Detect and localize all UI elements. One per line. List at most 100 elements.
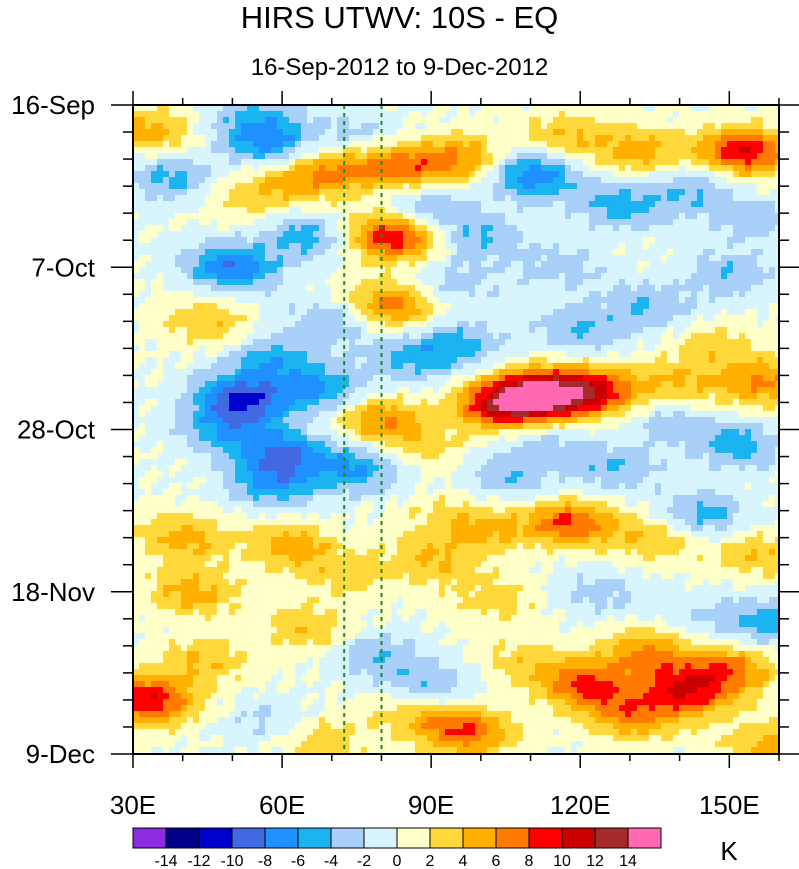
heatmap-cell xyxy=(319,237,326,244)
heatmap-cell xyxy=(679,135,686,142)
heatmap-cell xyxy=(391,339,398,346)
heatmap-cell xyxy=(643,213,650,220)
heatmap-cell xyxy=(559,285,566,292)
heatmap-cell xyxy=(223,153,230,160)
heatmap-cell xyxy=(421,189,428,196)
heatmap-cell xyxy=(649,171,656,178)
heatmap-cell xyxy=(145,171,152,178)
heatmap-cell xyxy=(253,225,260,232)
heatmap-cell xyxy=(733,195,740,202)
heatmap-cell xyxy=(739,363,746,370)
heatmap-cell xyxy=(151,249,158,256)
heatmap-cell xyxy=(403,141,410,148)
heatmap-cell xyxy=(535,201,542,208)
heatmap-cell xyxy=(673,351,680,358)
heatmap-cell xyxy=(775,255,779,262)
heatmap-cell xyxy=(493,261,500,268)
heatmap-cell xyxy=(637,363,644,370)
heatmap-cell xyxy=(559,195,566,202)
heatmap-cell xyxy=(751,105,758,112)
heatmap-cell xyxy=(541,111,548,118)
heatmap-cell xyxy=(211,207,218,214)
heatmap-cell xyxy=(541,375,548,382)
heatmap-cell xyxy=(193,309,200,316)
heatmap-cell xyxy=(373,105,380,112)
heatmap-cell xyxy=(421,303,428,310)
heatmap-cell xyxy=(409,117,416,124)
heatmap-cell xyxy=(541,249,548,256)
heatmap-cell xyxy=(703,315,710,322)
heatmap-cell xyxy=(661,201,668,208)
heatmap-cell xyxy=(475,165,482,172)
heatmap-cell xyxy=(649,201,656,208)
heatmap-cell xyxy=(211,357,218,364)
heatmap-cell xyxy=(547,129,554,136)
heatmap-cell xyxy=(415,129,422,136)
heatmap-cell xyxy=(721,345,728,352)
heatmap-cell xyxy=(625,183,632,190)
heatmap-cell xyxy=(139,177,146,184)
heatmap-cell xyxy=(397,279,404,286)
heatmap-cell xyxy=(343,105,350,112)
heatmap-cell xyxy=(601,189,608,196)
heatmap-cell xyxy=(523,177,530,184)
heatmap-cell xyxy=(511,183,518,190)
heatmap-cell xyxy=(655,249,662,256)
heatmap-cell xyxy=(307,201,314,208)
heatmap-cell xyxy=(613,123,620,130)
heatmap-cell xyxy=(745,123,752,130)
heatmap-cell xyxy=(721,297,728,304)
heatmap-cell xyxy=(289,147,296,154)
heatmap-cell xyxy=(181,171,188,178)
heatmap-cell xyxy=(451,345,458,352)
heatmap-cell xyxy=(547,111,554,118)
heatmap-cell xyxy=(535,147,542,154)
heatmap-cell xyxy=(193,213,200,220)
heatmap-cell xyxy=(241,285,248,292)
heatmap-cell xyxy=(211,303,218,310)
heatmap-cell xyxy=(307,339,314,346)
heatmap-cell xyxy=(235,147,242,154)
heatmap-cell xyxy=(289,201,296,208)
heatmap-cell xyxy=(373,345,380,352)
heatmap-cell xyxy=(517,363,524,370)
heatmap-cell xyxy=(745,267,752,274)
heatmap-cell xyxy=(253,189,260,196)
heatmap-cell xyxy=(451,249,458,256)
heatmap-cell xyxy=(697,195,704,202)
heatmap-cell xyxy=(277,141,284,148)
heatmap-cell xyxy=(475,105,482,112)
heatmap-cell xyxy=(625,111,632,118)
heatmap-cell xyxy=(361,219,368,226)
heatmap-cell xyxy=(151,267,158,274)
heatmap-cell xyxy=(679,141,686,148)
heatmap-cell xyxy=(331,243,338,250)
heatmap-cell xyxy=(505,123,512,130)
heatmap-cell xyxy=(655,159,662,166)
heatmap-cell xyxy=(247,207,254,214)
heatmap-cell xyxy=(631,279,638,286)
heatmap-cell xyxy=(553,219,560,226)
heatmap-cell xyxy=(589,297,596,304)
heatmap-cell xyxy=(247,369,254,376)
heatmap-cell xyxy=(343,309,350,316)
heatmap-cell xyxy=(343,315,350,322)
heatmap-cell xyxy=(397,273,404,280)
heatmap-cell xyxy=(283,165,290,172)
heatmap-cell xyxy=(145,231,152,238)
heatmap-cell xyxy=(319,171,326,178)
heatmap-cell xyxy=(295,357,302,364)
heatmap-cell xyxy=(631,111,638,118)
heatmap-cell xyxy=(505,321,512,328)
heatmap-cell xyxy=(289,195,296,202)
heatmap-cell xyxy=(511,255,518,262)
heatmap-cell xyxy=(421,375,428,382)
heatmap-cell xyxy=(271,285,278,292)
heatmap-cell xyxy=(373,249,380,256)
heatmap-cell xyxy=(355,213,362,220)
heatmap-cell xyxy=(631,261,638,268)
heatmap-cell xyxy=(379,261,386,268)
heatmap-cell xyxy=(655,363,662,370)
heatmap-cell xyxy=(343,159,350,166)
heatmap-cell xyxy=(301,255,308,262)
